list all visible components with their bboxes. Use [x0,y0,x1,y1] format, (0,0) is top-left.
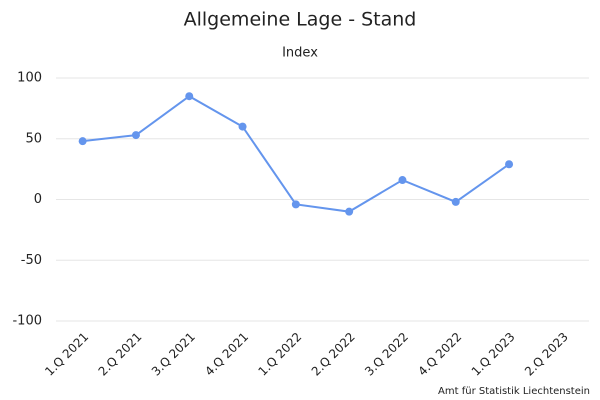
series-line [82,95,510,213]
data-point [505,160,514,169]
x-tick-label: 3.Q 2021 [149,330,198,379]
x-tick-label: 2.Q 2021 [96,330,145,379]
data-point [291,200,300,209]
data-point [78,137,87,146]
x-tick-label: 1.Q 2022 [255,330,304,379]
chart-title: Allgemeine Lage - Stand [184,9,417,31]
x-tick-label: 2.Q 2022 [309,330,358,379]
data-point [185,92,194,101]
y-tick-label: -100 [12,314,42,329]
y-tick-label: 100 [17,71,42,86]
x-tick-label: 4.Q 2022 [415,330,464,379]
x-tick-label: 4.Q 2021 [202,330,251,379]
y-tick-label: 50 [25,131,42,146]
chart-subtitle: Index [282,46,318,61]
y-tick-label: -50 [21,253,42,268]
x-tick-label: 1.Q 2023 [469,330,518,379]
x-tick-label: 1.Q 2021 [42,330,91,379]
data-point [345,207,354,216]
x-tick-label: 3.Q 2022 [362,330,411,379]
data-point [398,176,407,185]
x-tick-label: 2.Q 2023 [522,330,571,379]
data-point [451,197,460,206]
y-tick-label: 0 [34,192,42,207]
source-note: Amt für Statistik Liechtenstein [438,386,590,397]
data-point [131,131,140,140]
data-point [238,122,247,131]
